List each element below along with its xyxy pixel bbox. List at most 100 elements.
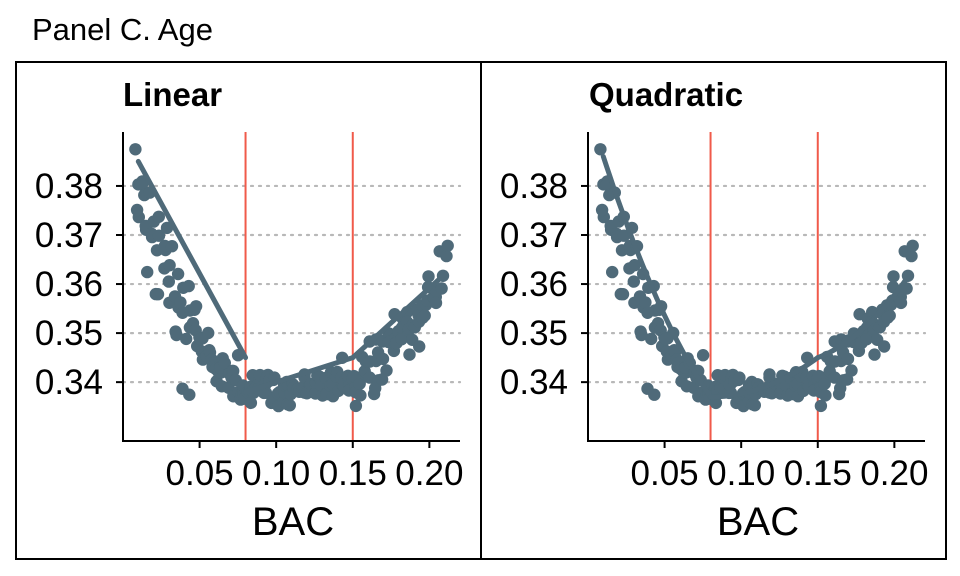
data-point <box>887 270 900 283</box>
axes <box>581 132 925 448</box>
fit-lines <box>135 158 448 395</box>
figure-title: Panel C. Age <box>32 12 213 47</box>
data-points <box>129 143 454 413</box>
data-point <box>845 364 858 377</box>
data-point <box>435 282 448 295</box>
data-point <box>617 229 631 242</box>
data-point <box>628 259 641 272</box>
fit-line <box>600 154 713 400</box>
fit-line <box>135 158 249 361</box>
data-point <box>162 275 175 288</box>
data-point <box>244 396 258 410</box>
y-tick-label: 0.38 <box>35 167 103 206</box>
x-axis-title: BAC <box>717 500 799 544</box>
data-point <box>160 221 174 235</box>
fit-line <box>708 355 821 400</box>
data-point <box>203 344 216 357</box>
data-point <box>165 240 179 253</box>
data-point <box>416 311 429 324</box>
y-tick-label: 0.36 <box>500 265 568 304</box>
facet-label-quadratic: Quadratic <box>589 76 743 113</box>
x-tick-label: 0.15 <box>784 454 852 493</box>
panel-frame <box>480 61 947 560</box>
data-point <box>639 296 652 309</box>
fit-line <box>815 271 913 361</box>
data-point <box>878 340 891 353</box>
data-point <box>627 275 640 288</box>
data-point <box>380 364 393 377</box>
data-point <box>130 203 144 217</box>
data-point <box>881 311 894 324</box>
panel-linear: Linear 0.34 0.35 0.36 0.37 0.38 0.05 0.10 0.15… <box>15 61 482 560</box>
y-tick-label: 0.36 <box>35 265 103 304</box>
x-tick-label: 0.15 <box>319 454 387 493</box>
fit-line <box>243 355 356 395</box>
y-tick-label: 0.37 <box>35 216 103 255</box>
y-tick-label: 0.38 <box>500 167 568 206</box>
data-point <box>163 259 176 272</box>
y-tick-label: 0.34 <box>500 363 568 402</box>
data-point <box>171 267 185 281</box>
data-point <box>668 344 681 357</box>
fit-line <box>350 271 448 361</box>
data-point <box>403 348 416 361</box>
data-point <box>894 296 908 310</box>
data-point <box>606 265 619 279</box>
y-tick-labels: 0.34 0.35 0.36 0.37 0.38 <box>35 167 103 402</box>
data-points <box>594 143 919 413</box>
data-point <box>595 203 609 217</box>
data-point <box>349 399 363 413</box>
data-point <box>129 143 142 156</box>
x-tick-label: 0.10 <box>707 454 775 493</box>
data-point <box>860 333 873 346</box>
x-tick-label: 0.20 <box>860 454 928 493</box>
data-point <box>202 326 215 340</box>
data-point <box>183 388 196 401</box>
data-point <box>709 396 723 410</box>
data-point <box>422 270 435 283</box>
data-point <box>353 377 366 390</box>
data-point <box>594 143 607 156</box>
data-point <box>218 356 231 370</box>
data-point <box>174 296 187 309</box>
data-point <box>440 249 453 263</box>
y-tick-label: 0.34 <box>35 363 103 402</box>
y-tick-label: 0.37 <box>500 216 568 255</box>
data-point <box>648 388 661 401</box>
x-tick-label: 0.05 <box>166 454 234 493</box>
data-point <box>814 399 828 413</box>
data-point <box>283 399 296 412</box>
y-tick-labels: 0.34 0.35 0.36 0.37 0.38 <box>500 167 568 402</box>
data-point <box>868 348 881 361</box>
data-point <box>696 349 710 362</box>
data-point <box>441 239 454 252</box>
data-point <box>180 332 193 346</box>
data-point <box>748 399 761 412</box>
x-tick-labels: 0.05 0.10 0.15 0.20 <box>631 454 929 493</box>
panel-quadratic: Quadratic 0.340.350.360.370.38 0.05 0.10 0… <box>480 61 947 560</box>
y-tick-label: 0.35 <box>500 314 568 353</box>
data-point <box>733 371 746 384</box>
data-point <box>395 333 408 346</box>
data-point <box>152 210 165 223</box>
data-point <box>151 288 165 301</box>
data-point <box>354 389 367 402</box>
x-tick-label: 0.20 <box>395 454 463 493</box>
x-tick-label: 0.05 <box>631 454 699 493</box>
y-tick-label: 0.35 <box>35 314 103 353</box>
data-point <box>376 352 390 366</box>
data-point <box>818 377 831 390</box>
data-point <box>819 389 832 402</box>
axes <box>116 132 460 448</box>
data-point <box>906 239 919 252</box>
facet-label-linear: Linear <box>123 76 222 113</box>
data-point <box>141 265 154 279</box>
data-point <box>645 332 658 346</box>
data-point <box>905 249 918 263</box>
data-point <box>189 300 203 313</box>
data-point <box>841 352 855 366</box>
data-point <box>413 340 426 353</box>
data-point <box>616 288 630 301</box>
data-point <box>135 178 148 191</box>
